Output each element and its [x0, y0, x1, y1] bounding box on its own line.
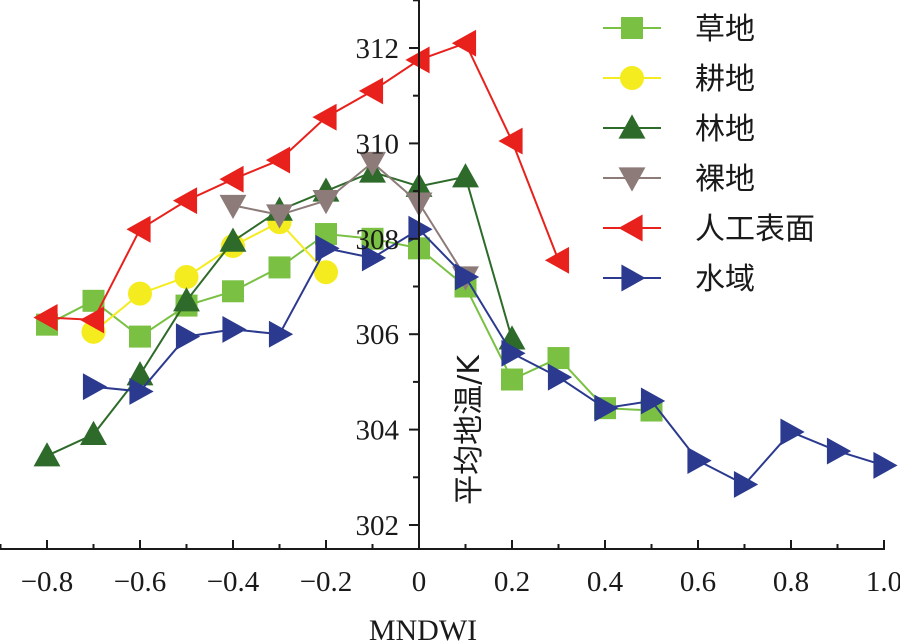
y-tick-label: 308 [356, 224, 400, 256]
data-point [82, 373, 108, 401]
data-point [173, 287, 200, 312]
y-tick-label: 312 [356, 33, 400, 65]
x-ticks: −0.8 −0.6 −0.4 −0.2 0 0.2 0.4 0.6 0.8 1.0 [0, 540, 900, 598]
data-point [172, 187, 198, 215]
data-point [82, 289, 105, 312]
x-tick-label: −0.8 [21, 566, 74, 598]
data-point [128, 281, 152, 306]
data-point [129, 325, 151, 348]
legend-marker [618, 114, 646, 139]
legend-item: 草地 [603, 12, 755, 47]
x-tick-label: 0.8 [773, 566, 809, 598]
series-5 [82, 215, 898, 498]
x-tick-label: 0.2 [494, 566, 530, 598]
data-point [826, 437, 852, 465]
data-point [408, 215, 433, 243]
data-point [174, 264, 199, 289]
data-point [265, 146, 291, 174]
data-point [873, 451, 898, 479]
data-point [498, 127, 523, 155]
x-tick-label: −0.6 [114, 566, 167, 598]
data-point [547, 363, 573, 391]
legend-marker [621, 17, 643, 39]
data-point [268, 256, 291, 279]
data-point [640, 387, 666, 415]
data-point [780, 418, 805, 446]
legend-label: 草地 [695, 12, 755, 47]
y-tick-label: 310 [356, 128, 400, 160]
data-point [405, 46, 430, 74]
data-point [33, 304, 58, 331]
data-point [312, 190, 340, 215]
legend-label: 人工表面 [695, 212, 815, 247]
legend-marker [618, 167, 646, 192]
data-point [594, 394, 619, 422]
legend-marker [620, 66, 644, 90]
x-tick-label: −0.4 [207, 566, 260, 598]
data-point [33, 442, 61, 467]
x-tick-label: −0.2 [300, 566, 353, 598]
legend-label: 耕地 [695, 62, 755, 97]
data-point [219, 194, 247, 220]
data-point [222, 315, 247, 343]
data-point [312, 103, 337, 131]
data-point [361, 244, 387, 272]
legend-item: 耕地 [603, 62, 755, 97]
data-point [268, 320, 294, 348]
series-line [92, 220, 327, 333]
data-point [451, 29, 477, 57]
series-1 [81, 210, 338, 344]
y-tick-label: 306 [356, 319, 400, 351]
data-point [547, 347, 570, 370]
legend-item: 人工表面 [603, 212, 815, 247]
x-axis-title: MNDWI [369, 614, 477, 643]
data-point [454, 263, 480, 291]
x-tick-label: 0.4 [587, 566, 624, 598]
series-4 [33, 29, 570, 334]
axes-layer: −0.8 −0.6 −0.4 −0.2 0 0.2 0.4 0.6 0.8 1.0 3023043… [0, 0, 900, 598]
x-tick-label: 1.0 [866, 566, 900, 598]
data-point [544, 246, 570, 274]
data-point [266, 204, 293, 229]
legend-label: 水域 [695, 262, 755, 297]
data-point [175, 323, 201, 351]
legend-item: 水域 [603, 262, 755, 297]
data-point [361, 227, 384, 250]
data-point [359, 151, 386, 177]
data-point [315, 234, 340, 262]
series-layer [33, 29, 898, 498]
series-3 [219, 151, 479, 291]
y-tick-label: 302 [356, 510, 400, 542]
x-tick-label: 0.6 [680, 566, 716, 598]
data-point [79, 306, 105, 334]
data-point [80, 420, 107, 445]
data-point [219, 165, 244, 193]
legend-label: 林地 [695, 112, 755, 147]
legend-marker [621, 264, 646, 292]
data-point [501, 339, 526, 367]
data-point [129, 377, 154, 405]
series-line [46, 41, 560, 321]
y-axis-title: 平均地温/K [452, 354, 487, 505]
data-point [126, 215, 151, 243]
data-point [501, 368, 523, 391]
data-point [358, 77, 384, 105]
legend-marker [618, 214, 643, 242]
data-point [687, 447, 712, 475]
data-point [222, 280, 244, 303]
legend-item: 裸地 [603, 162, 755, 197]
x-tick-label: 0 [412, 566, 427, 598]
y-ticks: 302 304 306 308 310 312 [356, 0, 419, 542]
data-point [314, 260, 338, 285]
data-point [219, 227, 247, 252]
legend-label: 裸地 [695, 162, 755, 197]
data-point [452, 163, 479, 188]
y-tick-label: 304 [356, 415, 400, 447]
data-point [733, 471, 759, 498]
legend-item: 林地 [603, 112, 755, 147]
